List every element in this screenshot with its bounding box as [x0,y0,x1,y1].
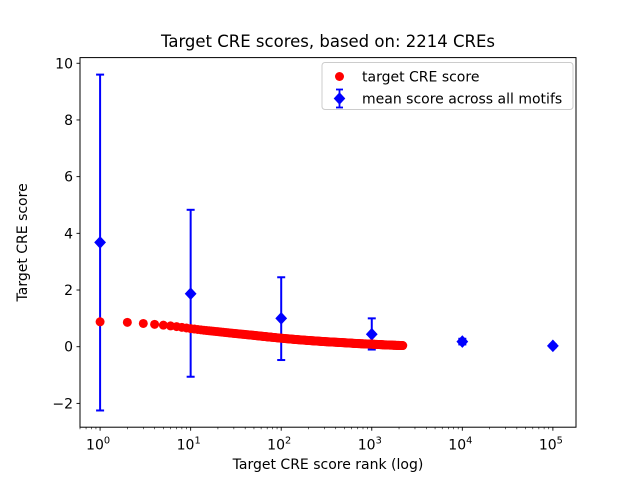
target-score-dot [158,320,168,330]
errorbar-series-mean-score [94,73,559,412]
y-tick-label: 6 [64,170,73,186]
mean-score-diamond-marker [184,287,197,301]
legend-marker-target-score-icon [335,72,344,81]
mean-score-diamond-marker [456,335,469,348]
x-tick-label: 100 [86,436,110,454]
mean-score-diamond-marker [546,339,559,353]
y-tick-label: 10 [55,56,73,72]
legend-label-mean-score: mean score across all motifs [362,92,562,108]
scatter-series-target-score [95,317,408,351]
y-axis-label: Target CRE score [15,183,31,302]
y-tick-label: 8 [64,113,73,129]
target-score-dot [398,341,408,351]
y-tick-label: 0 [64,340,73,356]
target-score-dot [138,318,148,328]
target-score-dot [150,319,160,329]
x-axis-label: Target CRE score rank (log) [232,457,424,473]
x-tick-label: 103 [358,436,382,454]
x-tick-label: 101 [177,436,201,454]
x-tick-label: 102 [267,436,291,454]
target-score-dot [95,317,105,327]
y-tick-label: −2 [52,396,73,412]
legend: target CRE score mean score across all m… [321,62,574,110]
chart-title: Target CRE scores, based on: 2214 CREs [160,32,495,51]
x-axis-ticks: 100 101 102 103 104 105 [79,427,563,454]
mean-score-diamond-marker [94,236,106,249]
mean-score-diamond-marker [365,327,378,341]
plot-frame [79,57,577,428]
legend-frame [321,62,574,110]
y-tick-label: 2 [64,283,73,299]
y-axis-ticks: −2 0 2 4 6 8 10 [52,56,80,412]
x-tick-label: 105 [539,436,563,454]
x-tick-label: 104 [448,436,472,454]
mean-score-diamond-marker [275,312,288,325]
legend-marker-mean-score-icon [333,88,346,109]
target-score-dot [122,317,132,327]
y-tick-label: 4 [64,226,73,242]
legend-label-target-score: target CRE score [362,70,479,86]
